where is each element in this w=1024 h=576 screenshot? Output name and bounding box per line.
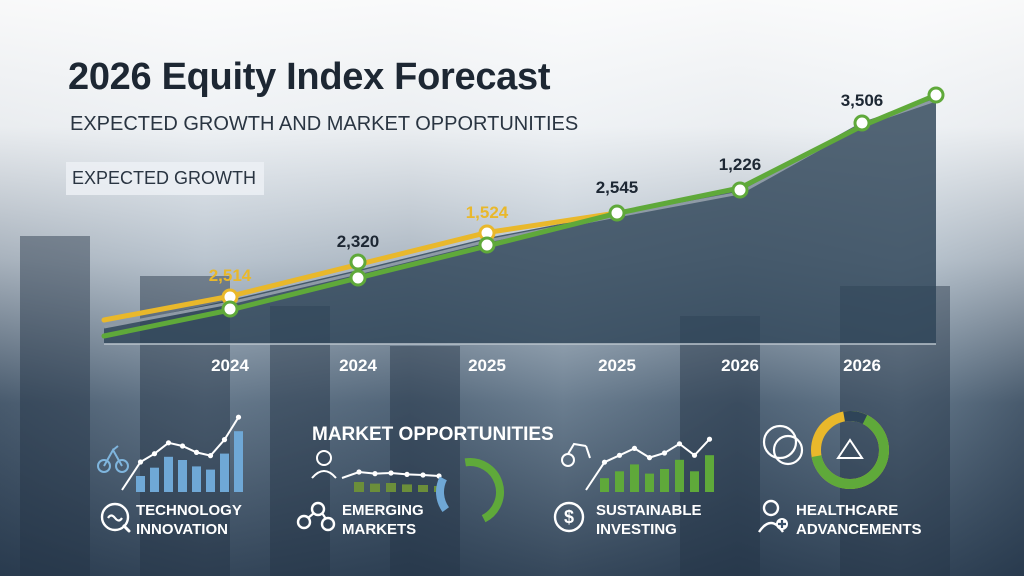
data-label: 1,226: [719, 155, 762, 174]
mini-point: [179, 443, 186, 449]
data-point: [478, 236, 496, 254]
health-glyph: [772, 434, 804, 466]
sustain-glyph: [561, 453, 575, 467]
mini-point: [616, 452, 623, 458]
mini-point: [137, 459, 144, 465]
mini-point: [235, 414, 242, 420]
healthcare-mini-chart: [762, 411, 889, 490]
data-label: 2,514: [209, 266, 252, 285]
sustainable-mini-chart: [561, 436, 714, 492]
mini-bar: [402, 484, 412, 492]
mini-bar: [354, 482, 364, 492]
mini-bar: [705, 455, 714, 492]
mini-point: [646, 455, 653, 461]
mini-point: [420, 472, 426, 478]
x-tick-label: 2025: [468, 356, 506, 375]
mini-bar: [660, 469, 669, 492]
x-tick-label: 2025: [598, 356, 636, 375]
mini-bar: [192, 466, 201, 492]
data-point: [927, 86, 945, 104]
expected-growth-tag: EXPECTED GROWTH: [66, 162, 265, 195]
mini-bar: [150, 467, 159, 492]
person-glyph: [316, 450, 332, 466]
emerging-markets-mini-chart: [311, 450, 504, 523]
data-point: [853, 114, 871, 132]
healthcare-advancements-label: HEALTHCARE ADVANCEMENTS: [796, 502, 922, 538]
data-label: 2,320: [337, 232, 380, 251]
mini-point: [706, 436, 713, 442]
mini-point: [165, 440, 172, 446]
data-label: 1,524: [466, 203, 509, 222]
data-point: [349, 253, 367, 271]
mini-point: [151, 451, 158, 457]
healthcare-icon: [758, 499, 788, 533]
data-label: 3,506: [841, 91, 884, 110]
emerging-markets-label: EMERGING MARKETS: [342, 502, 424, 538]
dollar-icon: $: [553, 501, 585, 533]
mini-bar: [220, 453, 229, 492]
mini-point: [601, 459, 608, 465]
x-tick-label: 2026: [843, 356, 881, 375]
sustainable-investing-label: SUSTAINABLE INVESTING: [596, 502, 702, 538]
data-point: [608, 204, 626, 222]
svg-text:$: $: [564, 507, 574, 527]
gauge-arc: [464, 458, 504, 523]
data-point: [349, 269, 367, 287]
mini-point: [631, 445, 638, 451]
data-label: 2,545: [596, 178, 639, 197]
page-title: 2026 Equity Index Forecast: [68, 56, 551, 98]
page-subtitle: EXPECTED GROWTH AND MARKET OPPORTUNITIES: [70, 113, 579, 135]
donut-center-glyph: [836, 438, 864, 459]
mini-bar: [600, 478, 609, 492]
tech-glyph: [115, 459, 129, 473]
technology-mini-chart: [97, 414, 243, 492]
mini-bar: [386, 483, 396, 492]
mini-point: [193, 449, 200, 455]
building-silhouette: [270, 306, 330, 576]
mini-point: [388, 470, 394, 476]
mini-bar: [234, 431, 243, 492]
x-tick-label: 2026: [721, 356, 759, 375]
mini-bar: [370, 483, 380, 492]
mini-point: [676, 441, 683, 447]
mini-point: [356, 469, 362, 475]
mini-bar: [206, 469, 215, 492]
tech-glyph: [103, 445, 123, 467]
mini-point: [691, 452, 698, 458]
health-glyph: [762, 424, 798, 460]
mini-bar: [136, 476, 145, 492]
mini-bar: [645, 473, 654, 492]
mini-point: [221, 437, 228, 443]
mini-point: [372, 471, 378, 477]
network-icon: [296, 501, 336, 532]
building-silhouette: [20, 236, 90, 576]
forecast-line-chart: 2,514 2,320 1,524 2,545 1,226 3,506 2024 2024 20…: [101, 86, 945, 375]
building-silhouette: [390, 346, 460, 576]
mini-bar: [675, 459, 684, 492]
mini-bar: [630, 464, 639, 492]
x-tick-label: 2024: [339, 356, 377, 375]
mini-bar: [164, 456, 173, 492]
person-glyph: [311, 470, 337, 479]
technology-innovation-label: TECHNOLOGY INNOVATION: [136, 502, 242, 538]
mini-point: [661, 450, 668, 456]
series-green-line: [101, 92, 939, 339]
mini-bar: [690, 471, 699, 492]
sustain-glyph: [567, 442, 591, 459]
technology-icon: [100, 502, 131, 533]
building-silhouette: [680, 316, 760, 576]
tech-glyph: [97, 459, 111, 473]
x-tick-label: 2024: [211, 356, 249, 375]
mini-point: [404, 471, 410, 477]
gauge-arc: [436, 476, 450, 512]
data-point: [221, 300, 239, 318]
mini-bar: [178, 460, 187, 492]
mini-bar: [418, 485, 428, 492]
market-opportunities-title: MARKET OPPORTUNITIES: [312, 424, 554, 445]
data-point: [731, 181, 749, 199]
mini-bar: [615, 471, 624, 492]
mini-point: [207, 453, 214, 459]
